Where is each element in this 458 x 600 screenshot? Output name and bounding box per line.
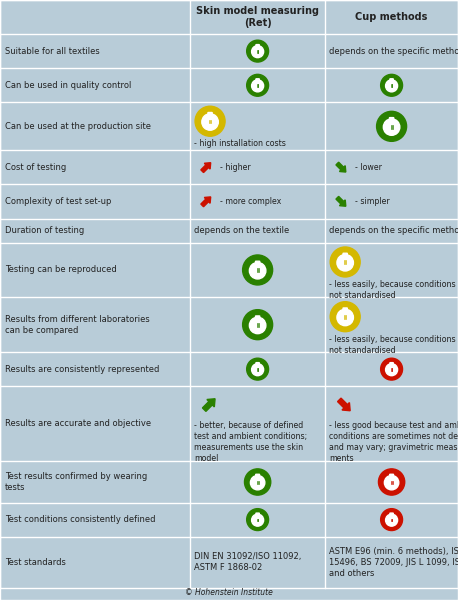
Circle shape (337, 254, 354, 271)
Text: © Hohenstein Institute: © Hohenstein Institute (185, 588, 273, 597)
Circle shape (337, 309, 354, 326)
Text: Results are accurate and objective: Results are accurate and objective (5, 419, 151, 428)
Text: Test conditions consistently defined: Test conditions consistently defined (5, 515, 156, 524)
FancyBboxPatch shape (256, 513, 259, 521)
Circle shape (376, 112, 407, 142)
Circle shape (390, 481, 393, 484)
FancyBboxPatch shape (256, 362, 259, 371)
Circle shape (256, 481, 259, 484)
Circle shape (381, 74, 403, 96)
Text: depends on the textile: depends on the textile (194, 226, 289, 235)
Text: Results are consistently represented: Results are consistently represented (5, 365, 159, 374)
Text: Can be used in quality control: Can be used in quality control (5, 81, 131, 90)
Circle shape (202, 114, 218, 130)
Text: Complexity of test set-up: Complexity of test set-up (5, 197, 111, 206)
Text: Test results confirmed by wearing
tests: Test results confirmed by wearing tests (5, 472, 147, 492)
Polygon shape (201, 163, 211, 173)
FancyBboxPatch shape (343, 253, 347, 264)
Circle shape (256, 268, 259, 272)
Circle shape (256, 84, 259, 86)
FancyBboxPatch shape (256, 474, 260, 484)
Circle shape (383, 119, 400, 136)
Circle shape (344, 260, 347, 263)
Circle shape (378, 469, 405, 495)
Text: Cup methods: Cup methods (355, 12, 428, 22)
Circle shape (251, 46, 264, 58)
Circle shape (208, 119, 212, 123)
Text: DIN EN 31092/ISO 11092,
ASTM F 1868-02: DIN EN 31092/ISO 11092, ASTM F 1868-02 (194, 553, 301, 572)
Circle shape (344, 315, 347, 319)
Polygon shape (201, 197, 211, 207)
Text: - lower: - lower (355, 163, 382, 172)
Text: - less easily, because conditions are
not standardised: - less easily, because conditions are no… (329, 280, 458, 300)
Circle shape (256, 518, 259, 521)
Polygon shape (336, 196, 346, 206)
Circle shape (390, 518, 393, 521)
Circle shape (251, 514, 264, 526)
Text: depends on the specific method: depends on the specific method (329, 47, 458, 56)
Polygon shape (202, 399, 215, 412)
Circle shape (247, 509, 268, 530)
FancyBboxPatch shape (390, 474, 393, 484)
Circle shape (247, 74, 268, 96)
Text: ASTM E96 (min. 6 methods), ISO
15496, BS 72009, JIS L 1099, ISO2528
and others: ASTM E96 (min. 6 methods), ISO 15496, BS… (329, 547, 458, 578)
Circle shape (251, 80, 264, 92)
Text: - high installation costs: - high installation costs (194, 139, 286, 148)
Circle shape (251, 364, 264, 376)
FancyBboxPatch shape (256, 316, 260, 326)
Circle shape (249, 317, 266, 334)
Polygon shape (338, 398, 350, 411)
Text: - higher: - higher (220, 163, 251, 172)
Circle shape (390, 125, 393, 128)
Circle shape (386, 514, 398, 526)
Text: - less good because test and ambient
conditions are sometimes not defined
and ma: - less good because test and ambient con… (329, 421, 458, 463)
Polygon shape (336, 162, 346, 172)
Circle shape (381, 509, 403, 530)
Circle shape (330, 247, 360, 277)
Circle shape (256, 323, 259, 326)
Circle shape (245, 469, 271, 495)
Circle shape (256, 368, 259, 370)
Circle shape (251, 475, 265, 490)
Circle shape (381, 358, 403, 380)
Text: Suitable for all textiles: Suitable for all textiles (5, 47, 100, 56)
Text: Duration of testing: Duration of testing (5, 226, 84, 235)
FancyBboxPatch shape (343, 308, 347, 319)
Text: - more complex: - more complex (220, 197, 281, 206)
FancyBboxPatch shape (256, 261, 260, 272)
Text: Cost of testing: Cost of testing (5, 163, 66, 172)
Circle shape (256, 50, 259, 52)
Text: - less easily, because conditions are
not standardised: - less easily, because conditions are no… (329, 335, 458, 355)
Circle shape (330, 302, 360, 332)
Circle shape (247, 358, 268, 380)
FancyBboxPatch shape (256, 44, 259, 53)
Text: Skin model measuring
(Ret): Skin model measuring (Ret) (196, 6, 319, 28)
Circle shape (195, 106, 225, 136)
Circle shape (390, 368, 393, 370)
FancyBboxPatch shape (390, 513, 393, 521)
Text: Results from different laboratories
can be compared: Results from different laboratories can … (5, 314, 150, 335)
Text: Testing can be reproduced: Testing can be reproduced (5, 265, 117, 274)
Circle shape (247, 40, 268, 62)
FancyBboxPatch shape (390, 362, 393, 371)
Text: Can be used at the production site: Can be used at the production site (5, 122, 151, 131)
Circle shape (390, 84, 393, 86)
Circle shape (386, 80, 398, 92)
Circle shape (384, 475, 399, 490)
Text: Test standards: Test standards (5, 558, 66, 567)
FancyBboxPatch shape (389, 118, 394, 128)
Text: - better, because of defined
test and ambient conditions;
measurements use the s: - better, because of defined test and am… (194, 421, 307, 463)
Circle shape (243, 255, 273, 285)
Circle shape (243, 310, 273, 340)
Circle shape (249, 262, 266, 279)
FancyBboxPatch shape (256, 79, 259, 87)
FancyBboxPatch shape (390, 79, 393, 87)
Text: depends on the specific method: depends on the specific method (329, 226, 458, 235)
FancyBboxPatch shape (208, 112, 212, 123)
Circle shape (386, 364, 398, 376)
Text: - simpler: - simpler (355, 197, 390, 206)
